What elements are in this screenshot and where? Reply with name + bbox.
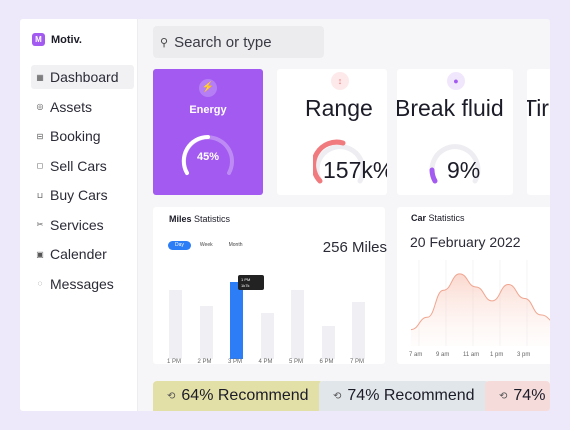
recommend-card-2[interactable]: ⟲ 74% Recommend: [319, 381, 489, 411]
miles-x-label: 4 PM: [258, 359, 273, 365]
miles-title-rest: Statistics: [191, 214, 231, 224]
arrows-vertical-icon: ↕: [331, 72, 349, 90]
car-icon: ⊟: [36, 131, 44, 141]
lightning-icon: ⚡: [199, 79, 217, 97]
tab-week[interactable]: Week: [199, 242, 213, 248]
sidebar-item-label: Sell Cars: [50, 157, 107, 174]
miles-bar-chart: [169, 271, 369, 359]
tooltip-time: 1 PM: [241, 277, 251, 282]
recommend-card-3[interactable]: ⟲ 74%: [485, 381, 550, 411]
tires-title: Tir: [527, 95, 549, 121]
miles-x-label: 3 PM: [228, 359, 243, 365]
logo-icon: M: [32, 33, 45, 46]
car-statistics-card: Car Statistics 20 February 2022 7 am 9 am…: [397, 207, 550, 364]
energy-gauge: [181, 134, 234, 175]
calendar-icon: ▣: [36, 249, 44, 259]
message-icon: ◌: [37, 279, 43, 288]
tooltip-value: 1k7k: [241, 283, 250, 288]
brand-name: Motiv.: [51, 33, 82, 46]
sidebar-item-messages[interactable]: ◌ Messages: [31, 272, 134, 296]
recycle-icon: ⟲: [499, 390, 508, 402]
miles-bar[interactable]: [321, 326, 335, 359]
sidebar-item-sell-cars[interactable]: ◻ Sell Cars: [31, 154, 134, 178]
sidebar-item-assets[interactable]: ◎ Assets: [31, 95, 134, 119]
car-title-bold: Car: [411, 213, 427, 223]
car-area-fill: [411, 273, 550, 346]
miles-title-bold: Miles: [169, 214, 192, 224]
car-stats-date: 20 February 2022: [410, 234, 521, 250]
miles-bar[interactable]: [169, 290, 182, 359]
tab-day[interactable]: Day: [168, 241, 191, 250]
miles-bar[interactable]: [260, 313, 274, 359]
sidebar-item-label: Dashboard: [50, 69, 119, 85]
miles-x-label: 6 PM: [319, 359, 334, 365]
period-tabs: Day Week Month: [168, 241, 250, 250]
miles-x-label: 5 PM: [289, 359, 304, 365]
chart-tooltip: 1 PM 1k7k: [238, 275, 264, 290]
car-series-line: [411, 273, 550, 331]
sidebar-item-booking[interactable]: ⊟ Booking: [31, 124, 134, 148]
miles-bar[interactable]: [352, 302, 365, 359]
sidebar: M Motiv. ▦ Dashboard ◎ Assets ⊟ Booking …: [20, 19, 138, 411]
recycle-icon: ⟲: [333, 390, 342, 402]
break-fluid-gauge: [429, 144, 481, 184]
brand[interactable]: M Motiv.: [32, 33, 82, 46]
miles-x-label: 7 PM: [350, 359, 365, 365]
car-x-label: 3 pm: [517, 352, 531, 358]
break-fluid-card[interactable]: ● Break fluid 9%: [397, 69, 513, 195]
car-title-rest: Statistics: [426, 213, 465, 223]
miles-bar[interactable]: [199, 306, 213, 359]
break-fluid-title: Break fluid: [397, 95, 504, 121]
car-x-label: 7 am: [409, 352, 423, 358]
car-card-title: Car Statistics: [411, 213, 465, 223]
tab-month[interactable]: Month: [228, 242, 243, 248]
sidebar-item-label: Assets: [50, 98, 93, 115]
recommend-text: 74% Recommend: [347, 387, 475, 404]
sidebar-item-label: Services: [50, 216, 104, 233]
search-input[interactable]: Search or type: [174, 33, 272, 51]
sidebar-item-services[interactable]: ✂ Services: [31, 213, 134, 237]
car-x-label: 9 am: [436, 352, 450, 358]
miles-total: 256 Miles: [322, 239, 387, 256]
range-card[interactable]: ↕ Range 157k%: [277, 69, 387, 195]
miles-x-label: 2 PM: [197, 359, 212, 365]
range-gauge: [313, 139, 366, 184]
assets-icon: ◎: [36, 102, 44, 111]
energy-value: 45%: [196, 151, 220, 163]
sidebar-nav: ▦ Dashboard ◎ Assets ⊟ Booking ◻ Sell Ca…: [31, 65, 134, 301]
miles-bar[interactable]: [291, 290, 304, 359]
recommend-card-1[interactable]: ⟲ 64% Recommend: [153, 381, 323, 411]
miles-bar[interactable]: [230, 282, 243, 359]
energy-card[interactable]: ⚡ Energy 45%: [153, 69, 263, 195]
sidebar-item-label: Calender: [50, 246, 107, 262]
bag-icon: ◻: [36, 161, 44, 170]
miles-card-title: Miles Statistics: [169, 214, 230, 224]
search-bar[interactable]: ⚲ Search or type: [153, 26, 324, 58]
range-value: 157k%: [323, 157, 387, 183]
energy-title: Energy: [189, 104, 227, 116]
tires-card[interactable]: Tir: [527, 69, 550, 195]
app-window: M Motiv. ▦ Dashboard ◎ Assets ⊟ Booking …: [20, 19, 550, 411]
range-title: Range: [305, 95, 373, 121]
sidebar-item-label: Booking: [50, 128, 101, 144]
search-icon: ⚲: [160, 36, 169, 49]
sidebar-item-buy-cars[interactable]: ⊔ Buy Cars: [31, 183, 134, 207]
cart-icon: ⊔: [36, 190, 44, 200]
miles-x-label: 1 PM: [167, 359, 182, 365]
sidebar-item-label: Buy Cars: [50, 187, 108, 203]
car-area-chart: [411, 260, 550, 346]
car-x-label: 1 pm: [490, 352, 504, 358]
sidebar-item-calender[interactable]: ▣ Calender: [31, 242, 134, 266]
recommend-text: 74%: [513, 387, 546, 404]
miles-statistics-card: Miles Statistics Day Week Month 256 Mile…: [153, 207, 387, 365]
car-x-label: 11 am: [463, 352, 480, 358]
recommend-text: 64% Recommend: [181, 387, 309, 404]
drop-icon: ●: [447, 72, 465, 90]
grid-icon: ▦: [36, 72, 44, 82]
sidebar-item-label: Messages: [50, 275, 114, 292]
break-fluid-value: 9%: [447, 157, 481, 183]
sidebar-item-dashboard[interactable]: ▦ Dashboard: [31, 65, 134, 89]
recycle-icon: ⟲: [167, 390, 176, 402]
scissors-icon: ✂: [36, 220, 44, 229]
